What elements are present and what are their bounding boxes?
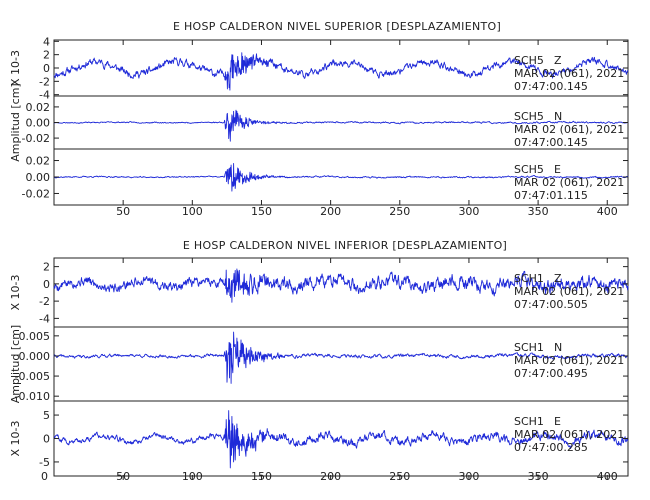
trace-sch5-z [53,52,629,91]
x-tick-label: 0 [41,470,48,483]
y-tick-label: -5 [39,456,50,469]
x-tick-label: 250 [389,470,410,483]
y-tick-label: 5 [43,409,50,422]
time-label: 07:47:00.505 [514,298,588,311]
x-tick-label: 200 [320,205,341,218]
x-tick-label: 350 [528,470,549,483]
station-label: SCH5 [514,110,544,123]
chart-title-upper: E HOSP CALDERON NIVEL SUPERIOR [DESPLAZA… [173,20,501,33]
x-tick-label: 150 [251,205,272,218]
axis-ticks [54,40,628,480]
y-tick-label: 0.000 [19,350,51,363]
date-label: MAR 02 (061), 2021 [514,176,624,189]
time-label: 07:47:00.285 [514,441,588,454]
y-tick-label: 0.02 [26,101,51,114]
x-tick-label: 350 [528,205,549,218]
date-label: MAR 02 (061), 2021 [514,428,624,441]
trace-sch1-n [53,331,629,384]
date-label: MAR 02 (061), 2021 [514,67,624,80]
y-tick-label: -0.02 [22,132,50,145]
y-tick-label: 4 [43,35,50,48]
station-label: SCH5 [514,54,544,67]
x-tick-label: 50 [116,205,130,218]
y-axis-label: Amplitud [cm] [9,83,22,161]
y-tick-label: 0 [43,62,50,75]
y-tick-label: 0.00 [26,117,51,130]
y-tick-label: 0.005 [19,330,51,343]
x-tick-label: 250 [389,205,410,218]
figure-text: E HOSP CALDERON NIVEL SUPERIOR [DESPLAZA… [9,20,624,483]
y-tick-label: -4 [39,89,50,102]
station-label: SCH1 [514,272,544,285]
panel-frames [53,39,629,477]
component-label: Z [554,54,562,67]
y-tick-label: 0 [43,278,50,291]
y-tick-label: -2 [39,75,50,88]
x-tick-label: 200 [320,470,341,483]
y-tick-label: -0.02 [22,187,50,200]
y-tick-label: 0.00 [26,171,51,184]
date-label: MAR 02 (061), 2021 [514,285,624,298]
x-tick-label: 100 [182,470,203,483]
component-label: E [554,163,561,176]
trace-sch1-z [53,268,629,303]
y-tick-label: -0.010 [15,390,50,403]
y-axis-label: X 10-3 [9,50,22,86]
x-tick-label: 400 [597,470,618,483]
y-axis-label: X 10-3 [9,275,22,311]
x-tick-label: 100 [182,205,203,218]
x-tick-label: 400 [597,205,618,218]
time-label: 07:47:00.495 [514,367,588,380]
y-tick-label: 0.02 [26,155,51,168]
y-tick-label: 2 [43,49,50,62]
y-tick-label: 0 [43,433,50,446]
seismic-traces [53,52,629,469]
component-label: Z [554,272,562,285]
time-label: 07:47:01.115 [514,189,588,202]
y-tick-label: -4 [39,312,50,325]
trace-sch5-e [53,163,629,192]
y-tick-label: 2 [43,261,50,274]
y-axis-label: X 10-3 [9,421,22,457]
x-tick-label: 50 [116,470,130,483]
station-label: SCH1 [514,415,544,428]
time-label: 07:47:00.145 [514,80,588,93]
time-label: 07:47:00.145 [514,136,588,149]
trace-sch5-n [53,109,629,142]
x-tick-label: 300 [458,205,479,218]
date-label: MAR 02 (061), 2021 [514,354,624,367]
trace-sch1-e [53,410,629,469]
y-axis-label: Amplitud [cm] [9,325,22,403]
y-tick-label: -0.005 [15,370,50,383]
chart-title-lower: E HOSP CALDERON NIVEL INFERIOR [DESPLAZA… [183,239,507,252]
component-label: N [554,110,562,123]
date-label: MAR 02 (061), 2021 [514,123,624,136]
station-label: SCH5 [514,163,544,176]
y-tick-label: -2 [39,295,50,308]
x-tick-label: 300 [458,470,479,483]
station-label: SCH1 [514,341,544,354]
component-label: E [554,415,561,428]
component-label: N [554,341,562,354]
x-tick-label: 150 [251,470,272,483]
